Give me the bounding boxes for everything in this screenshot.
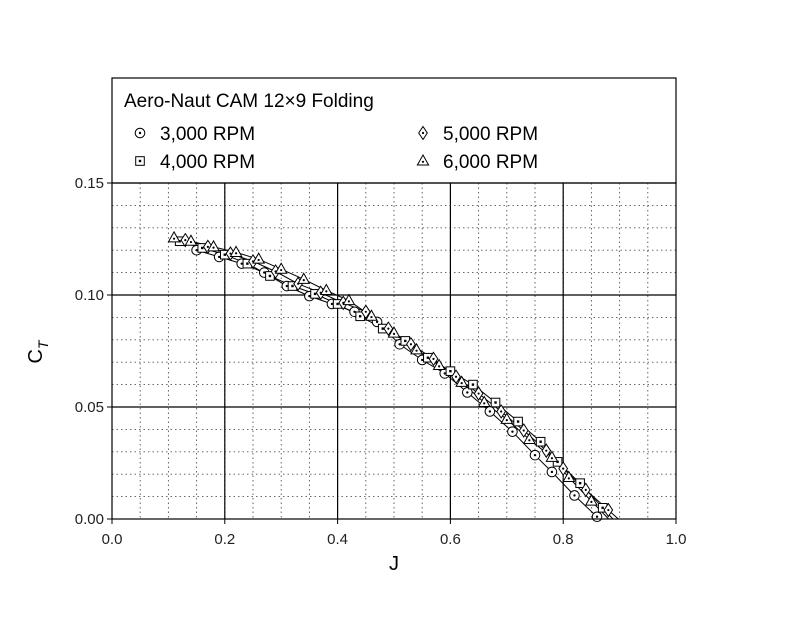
data-point-series-3: [383, 321, 394, 337]
legend-label: 4,000 RPM: [160, 152, 255, 173]
data-point-series-3: [360, 304, 371, 320]
data-point-series-1: [484, 406, 496, 417]
data-point-series-4: [562, 470, 576, 483]
legend-marker-2: [135, 156, 145, 166]
data-point-series-1: [507, 426, 518, 437]
legend-label: 6,000 RPM: [443, 152, 538, 173]
plot-area: [111, 182, 677, 523]
y-axis-label-subscript: T: [35, 339, 51, 349]
data-point-series-3: [428, 351, 439, 367]
data-point-series-4: [319, 283, 333, 296]
data-point-series-2: [535, 436, 546, 447]
data-point-series-4: [432, 358, 446, 371]
data-point-series-3: [496, 404, 507, 419]
data-point-series-4: [229, 245, 243, 257]
data-point-series-4: [184, 234, 198, 246]
data-point-series-2: [468, 379, 478, 390]
data-point-series-3: [603, 502, 614, 518]
data-point-series-1: [529, 449, 541, 461]
legend: Aero-Naut CAM 12×9 Folding 3,000 RPM 4,00…: [111, 77, 677, 184]
data-point-series-4: [297, 272, 311, 284]
x-tick-label: 0.2: [214, 531, 235, 548]
x-tick-label: 1.0: [666, 531, 687, 548]
data-point-series-4: [545, 450, 559, 462]
data-point-series-3: [473, 386, 484, 401]
data-point-series-3: [558, 461, 569, 477]
data-point-series-3: [451, 369, 461, 385]
y-tick-label: 0.00: [75, 511, 104, 528]
data-point-series-2: [490, 397, 501, 408]
data-point-series-4: [252, 252, 266, 264]
legend-label: 5,000 RPM: [443, 124, 538, 145]
data-point-series-4: [167, 230, 181, 243]
x-tick-label: 0.8: [553, 531, 574, 548]
data-point-series-3: [518, 423, 529, 438]
y-axis-label: CT: [25, 339, 51, 363]
x-axis-ticks: 0.0 0.2 0.4 0.6 0.8 1.0: [102, 519, 687, 548]
legend-marker-3: [418, 125, 428, 141]
legend-marker-1: [134, 127, 146, 139]
y-tick-label: 0.10: [75, 287, 104, 304]
y-tick-label: 0.05: [75, 399, 104, 416]
x-tick-label: 0.4: [327, 531, 348, 548]
data-point-series-4: [522, 432, 536, 444]
data-point-series-3: [406, 336, 416, 352]
data-point-series-4: [584, 494, 598, 506]
data-point-series-3: [580, 482, 591, 498]
data-point-series-4: [387, 326, 401, 338]
plot-frame: [111, 182, 677, 520]
data-point-series-2: [445, 366, 456, 376]
data-point-series-2: [575, 478, 585, 488]
data-markers: [167, 230, 614, 523]
data-point-series-4: [455, 375, 469, 387]
data-point-series-4: [342, 293, 356, 306]
data-point-series-4: [274, 262, 288, 274]
data-point-series-4: [207, 239, 220, 252]
data-point-series-2: [513, 416, 523, 427]
x-tick-label: 0.6: [440, 531, 461, 548]
data-point-series-4: [477, 395, 491, 408]
data-point-series-1: [462, 387, 473, 398]
data-point-series-4: [500, 412, 514, 424]
data-point-series-1: [591, 511, 603, 523]
legend-label: 3,000 RPM: [160, 124, 255, 145]
y-axis-ticks: 0.00 0.05 0.10 0.15: [75, 175, 112, 528]
data-point-series-1: [546, 466, 558, 478]
x-tick-label: 0.0: [102, 531, 123, 548]
data-point-series-4: [410, 342, 424, 355]
x-axis-label: J: [389, 553, 399, 575]
legend-marker-4: [416, 153, 430, 166]
legend-entries: 3,000 RPM 4,000 RPM 5,000 RPM 6,000 RPM: [134, 124, 538, 173]
y-tick-label: 0.15: [75, 175, 104, 192]
data-point-series-1: [569, 490, 580, 501]
data-point-series-4: [364, 309, 378, 321]
legend-box: [111, 77, 677, 184]
y-axis-label-main: C: [25, 349, 47, 363]
legend-title: Aero-Naut CAM 12×9 Folding: [124, 91, 374, 112]
data-point-series-3: [541, 443, 552, 459]
